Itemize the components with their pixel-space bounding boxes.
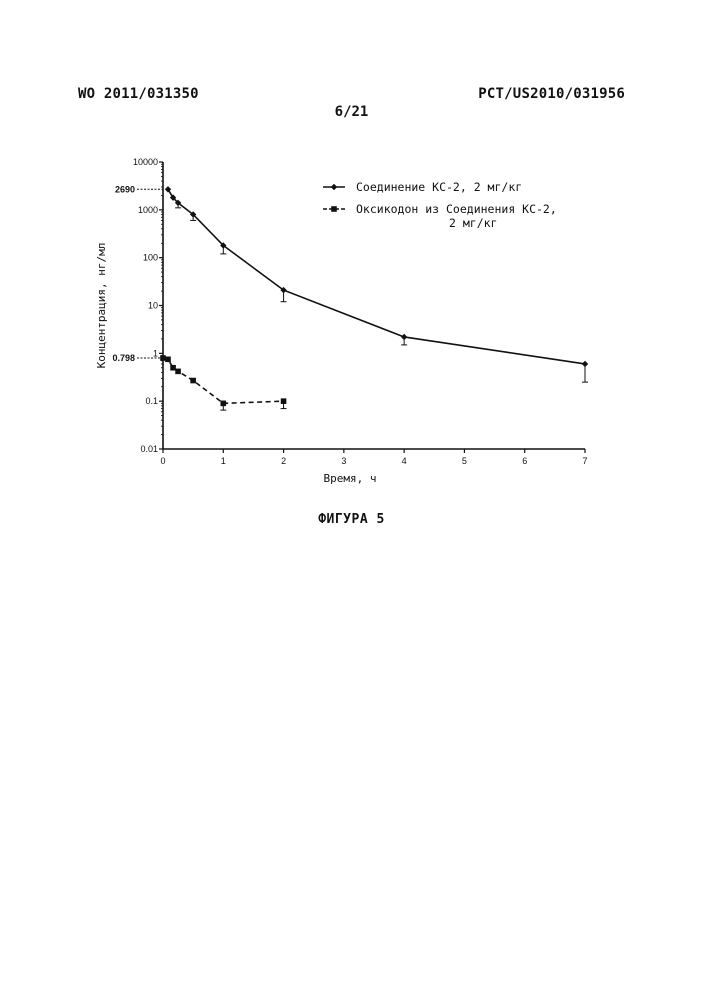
series-2 xyxy=(160,355,286,410)
figure-caption: ФИГУРА 5 xyxy=(0,512,703,527)
x-tick-label: 4 xyxy=(402,456,407,466)
x-tick-label: 5 xyxy=(462,456,467,466)
y-tick-label: 0.1 xyxy=(145,396,158,406)
data-point xyxy=(331,206,337,212)
chart-series xyxy=(160,186,588,410)
x-tick-label: 1 xyxy=(221,456,226,466)
y-tick-label: 0.01 xyxy=(140,444,158,454)
data-point xyxy=(165,357,171,363)
legend-label: Соединение КС-2, 2 мг/кг xyxy=(356,180,522,194)
data-point xyxy=(331,184,337,190)
chart-legend: Соединение КС-2, 2 мг/кг Оксикодон из Сое… xyxy=(323,180,557,230)
data-point xyxy=(281,398,287,404)
x-tick-label: 7 xyxy=(582,456,587,466)
data-point xyxy=(401,334,407,340)
data-point xyxy=(170,365,176,371)
reference-label: 0.798 xyxy=(112,353,135,363)
y-tick-label: 10000 xyxy=(133,157,158,167)
y-tick-label: 10 xyxy=(148,301,158,311)
y-axis-label: Концентрация, нг/мл xyxy=(95,243,108,369)
y-tick-label: 1 xyxy=(153,348,158,358)
y-tick-label: 100 xyxy=(143,253,158,263)
data-point xyxy=(190,378,196,384)
reference-label: 2690 xyxy=(115,184,135,194)
data-point xyxy=(220,401,226,407)
x-tick-label: 2 xyxy=(281,456,286,466)
data-point xyxy=(160,355,166,361)
data-point xyxy=(582,361,588,367)
x-tick-label: 0 xyxy=(160,456,165,466)
y-tick-label: 1000 xyxy=(138,205,158,215)
x-axis-label: Время, ч xyxy=(324,472,377,485)
series-line xyxy=(163,358,284,403)
x-tick-label: 6 xyxy=(522,456,527,466)
legend-label: Оксикодон из Соединения КС-2,2 мг/кг xyxy=(356,202,557,230)
data-point xyxy=(175,369,181,375)
x-tick-label: 3 xyxy=(341,456,346,466)
